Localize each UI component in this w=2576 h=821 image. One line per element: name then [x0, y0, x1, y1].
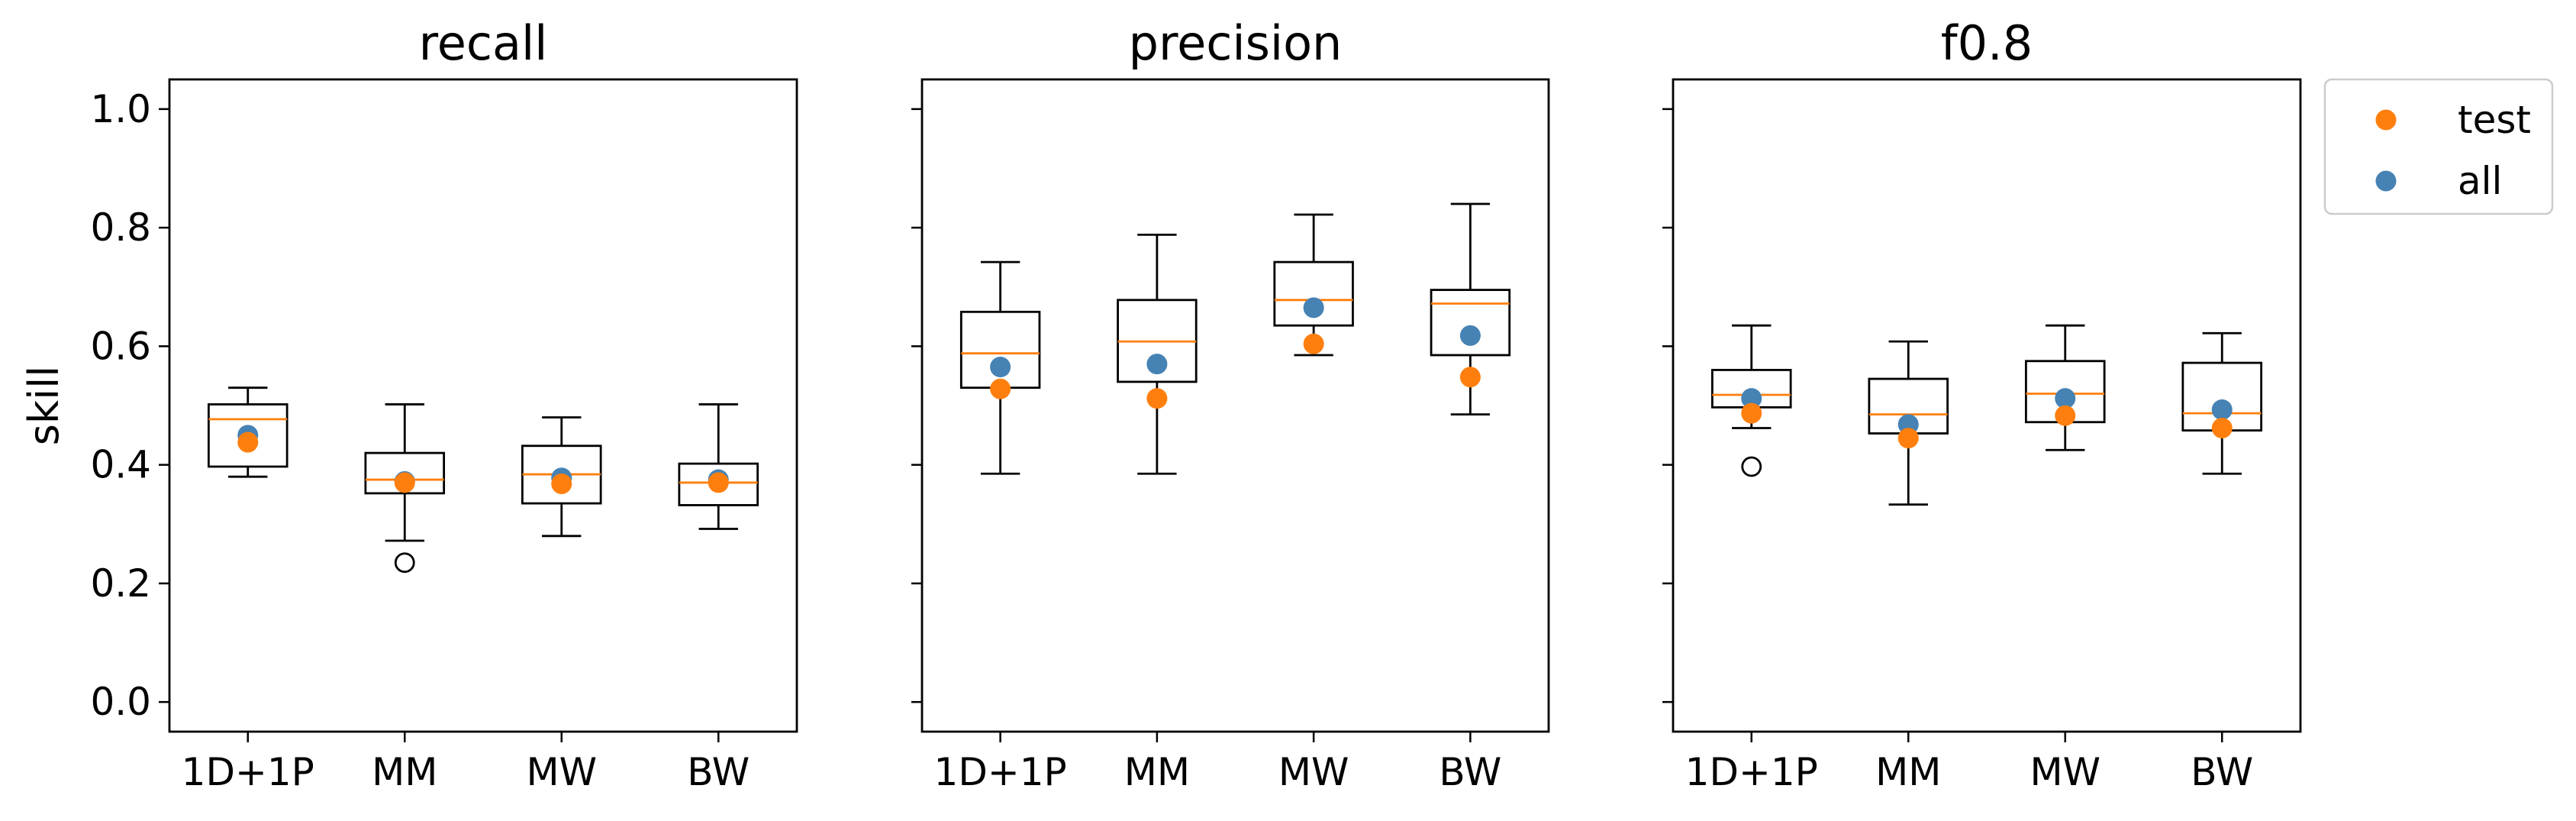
x-tick-label-precision-1d-1p: 1D+1P [934, 750, 1067, 794]
legend-marker-all [2375, 170, 2397, 192]
flier-f0-8-1d-1p-0 [1741, 456, 1762, 477]
y-tick-label-5: 1.0 [90, 87, 151, 131]
point-test-precision-mm [1146, 388, 1168, 409]
point-all-f0-8-bw [2211, 399, 2233, 420]
y-tick-label-0: 0.0 [90, 680, 151, 724]
y-tick-label-4: 0.8 [90, 205, 151, 250]
point-all-f0-8-mw [2055, 388, 2076, 409]
panel-title-precision: precision [1129, 15, 1343, 71]
panel-title-recall: recall [419, 15, 548, 71]
x-tick-label-recall-1d-1p: 1D+1P [182, 750, 314, 794]
x-tick-label-recall-mm: MM [372, 750, 437, 794]
point-test-f0-8-bw [2211, 418, 2233, 439]
flier-recall-mm-0 [394, 552, 415, 574]
box-recall-bw [678, 462, 759, 506]
y-axis-label: skill [20, 366, 68, 445]
point-test-recall-mm [394, 472, 415, 493]
box-recall-1d-1p [207, 403, 289, 468]
y-tick-label-1: 0.2 [90, 561, 151, 606]
point-test-f0-8-mm [1897, 428, 1919, 449]
point-all-precision-mm [1146, 354, 1168, 375]
point-test-recall-1d-1p [237, 432, 259, 453]
x-tick-label-f0-8-mm: MM [1875, 750, 1941, 794]
x-tick-label-recall-mw: MW [526, 750, 597, 794]
point-test-f0-8-1d-1p [1741, 402, 1762, 424]
point-test-recall-mw [551, 473, 572, 494]
box-precision-mw [1273, 260, 1354, 327]
point-test-precision-1d-1p [990, 378, 1011, 399]
box-recall-mm [364, 451, 446, 495]
plot-frame-precision [920, 78, 1550, 733]
panel-title-f0-8: f0.8 [1941, 15, 2033, 71]
x-tick-label-f0-8-bw: BW [2191, 750, 2253, 794]
x-tick-label-f0-8-mw: MW [2030, 750, 2100, 794]
legend-marker-test [2375, 109, 2397, 131]
point-all-f0-8-1d-1p [1741, 388, 1762, 409]
point-test-f0-8-mw [2055, 405, 2076, 426]
panel-precision: precision 1D+1P MM MW BW [911, 15, 1550, 794]
point-all-precision-1d-1p [990, 357, 1011, 378]
panel-recall: recall 0.0 0.2 0.4 0.6 0.8 1.0 1D+1P MM MW BW [90, 15, 798, 794]
point-test-precision-mw [1303, 333, 1324, 354]
legend: test all [2323, 78, 2554, 215]
y-tick-label-2: 0.4 [90, 443, 151, 487]
x-tick-label-f0-8-1d-1p: 1D+1P [1685, 750, 1818, 794]
plot-frame-f0-8 [1672, 78, 2302, 733]
point-test-precision-bw [1459, 367, 1481, 388]
x-tick-label-precision-bw: BW [1439, 750, 1501, 794]
box-precision-bw [1430, 289, 1511, 357]
point-all-precision-mw [1303, 297, 1324, 318]
x-tick-label-precision-mm: MM [1124, 750, 1190, 794]
point-all-precision-bw [1459, 325, 1481, 346]
x-tick-label-precision-mw: MW [1278, 750, 1349, 794]
legend-label-all: all [2458, 159, 2502, 203]
y-tick-label-3: 0.6 [90, 324, 151, 368]
point-test-recall-bw [708, 472, 729, 493]
plot-frame-recall [168, 78, 798, 733]
panel-f0-8: f0.8 1D+1P MM MW BW [1662, 15, 2302, 794]
legend-label-test: test [2458, 98, 2531, 142]
x-tick-label-recall-bw: BW [687, 750, 750, 794]
